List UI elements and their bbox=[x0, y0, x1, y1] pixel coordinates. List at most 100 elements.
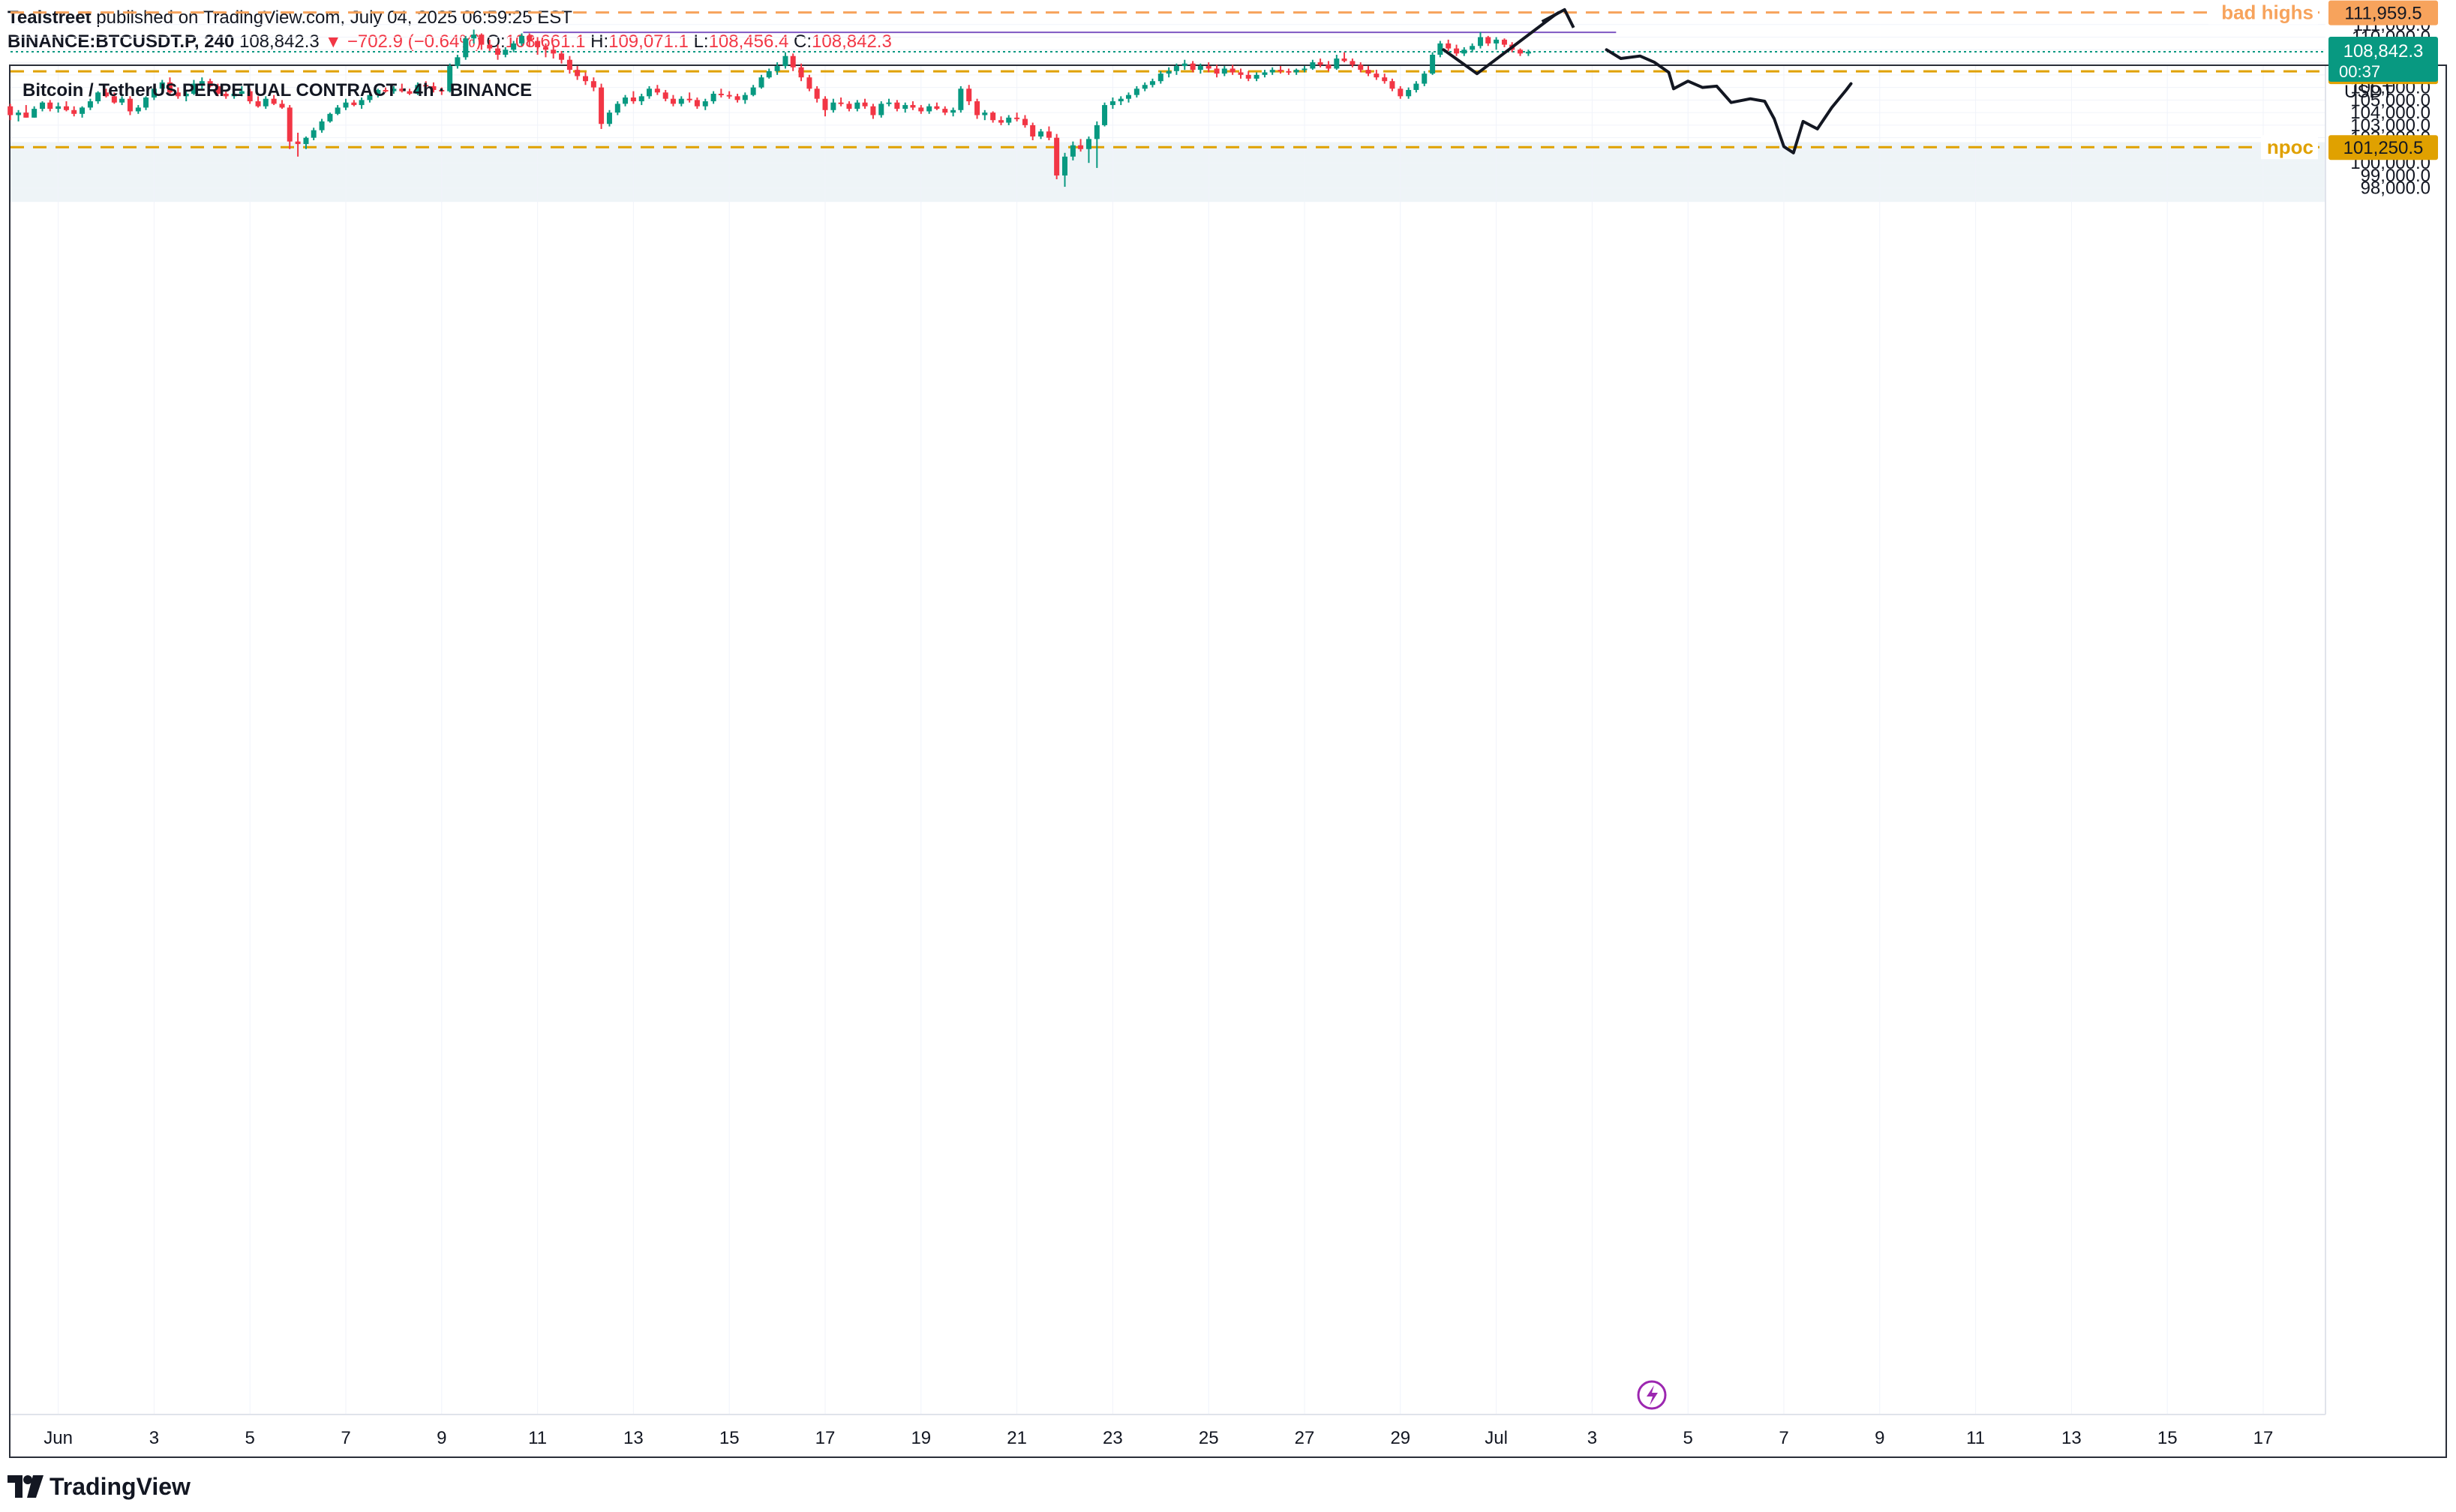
tradingview-logo[interactable]: TradingView bbox=[8, 1472, 191, 1502]
candle bbox=[87, 98, 93, 110]
level-name: npoc bbox=[2267, 136, 2313, 158]
candle bbox=[1437, 40, 1443, 58]
candle bbox=[223, 89, 229, 99]
candle bbox=[1133, 86, 1139, 98]
time-axis[interactable]: Jun 3 5 7 9 11 13 15 17 19 21 23 25 27 29 Jul 3 5 7 9 11 13 15… bbox=[44, 1428, 2273, 1448]
candle bbox=[814, 86, 820, 103]
candle bbox=[1094, 121, 1100, 168]
candle bbox=[503, 46, 509, 58]
candle bbox=[1166, 67, 1172, 78]
candle bbox=[1358, 62, 1364, 73]
candle bbox=[575, 66, 581, 80]
candle bbox=[846, 101, 852, 112]
candle-body bbox=[1022, 118, 1028, 125]
candle-body bbox=[926, 106, 932, 112]
candle-body bbox=[407, 91, 413, 94]
candle bbox=[726, 91, 732, 99]
candle bbox=[47, 100, 53, 112]
candle-body bbox=[223, 93, 229, 97]
candle bbox=[239, 86, 245, 97]
candle-body bbox=[758, 77, 764, 88]
candle-body bbox=[590, 81, 596, 88]
y-tick-label: 103,000.0 bbox=[2350, 116, 2430, 136]
candle bbox=[1389, 78, 1395, 92]
candle-body bbox=[279, 104, 285, 108]
candle-body bbox=[998, 120, 1004, 123]
tradingview-logo-icon bbox=[8, 1475, 44, 1498]
candle-body bbox=[1422, 74, 1428, 84]
high-value: 109,071.1 bbox=[608, 32, 689, 52]
candle bbox=[1118, 96, 1124, 106]
candle-body bbox=[487, 44, 493, 49]
candle-body bbox=[894, 102, 900, 110]
candle-body bbox=[630, 98, 636, 102]
candle-body bbox=[1173, 66, 1179, 71]
candle-body bbox=[798, 67, 804, 78]
grid bbox=[11, 24, 2325, 1414]
candle bbox=[327, 112, 333, 123]
candle bbox=[1501, 38, 1507, 47]
candle bbox=[766, 68, 772, 79]
candle bbox=[702, 98, 708, 110]
candle-body bbox=[199, 81, 205, 84]
candle-body bbox=[726, 94, 732, 97]
symbol-label[interactable]: BINANCE:BTCUSDT.P, 240 bbox=[8, 32, 235, 52]
candle bbox=[758, 74, 764, 89]
candle bbox=[1406, 87, 1412, 99]
candle bbox=[742, 92, 748, 104]
candle bbox=[119, 96, 125, 106]
candle-body bbox=[447, 66, 453, 92]
candle bbox=[774, 62, 780, 75]
candle bbox=[1078, 139, 1084, 152]
candle bbox=[926, 104, 932, 114]
candle bbox=[806, 74, 812, 92]
candle-body bbox=[806, 77, 812, 89]
candle-body bbox=[431, 86, 437, 90]
candle bbox=[183, 89, 189, 102]
candle bbox=[23, 105, 29, 118]
candle bbox=[359, 98, 365, 110]
candle bbox=[1054, 134, 1060, 179]
candle bbox=[295, 132, 301, 157]
candle-body bbox=[1070, 145, 1076, 157]
candle-body bbox=[495, 48, 501, 56]
candle bbox=[1269, 67, 1275, 75]
drawings[interactable] bbox=[1442, 8, 1853, 154]
candle bbox=[1454, 44, 1460, 56]
candle-body bbox=[886, 102, 892, 104]
candle bbox=[1221, 66, 1227, 76]
close-label: C: bbox=[794, 32, 812, 52]
candle-body bbox=[1437, 43, 1443, 56]
candle-body bbox=[1245, 74, 1251, 79]
candle-body bbox=[207, 81, 213, 86]
candle-body bbox=[71, 110, 77, 114]
candle bbox=[231, 91, 237, 99]
candle bbox=[1254, 72, 1260, 82]
candle-body bbox=[1190, 63, 1196, 70]
lightning-icon[interactable] bbox=[1637, 1380, 1667, 1410]
candle-body bbox=[1334, 58, 1340, 69]
candle-body bbox=[151, 88, 157, 98]
candle bbox=[1302, 66, 1308, 73]
candle bbox=[40, 101, 46, 112]
candle bbox=[127, 96, 133, 116]
candle-body bbox=[423, 85, 429, 87]
candle-body bbox=[87, 101, 93, 108]
candle-body bbox=[1278, 70, 1284, 72]
candle-body bbox=[1125, 94, 1131, 99]
candle-body bbox=[750, 87, 756, 95]
chart-frame[interactable] bbox=[9, 64, 2447, 1458]
candle bbox=[1470, 43, 1476, 52]
candle-body bbox=[1078, 145, 1084, 149]
candle-body bbox=[1382, 77, 1388, 82]
candle bbox=[167, 77, 173, 95]
candle bbox=[678, 96, 684, 106]
candle-body bbox=[551, 50, 557, 54]
candle-body bbox=[950, 110, 956, 113]
currency-label[interactable]: USDT bbox=[2344, 82, 2394, 102]
close-value: 108,842.3 bbox=[812, 32, 892, 52]
candle-body bbox=[343, 102, 349, 108]
candle-body bbox=[846, 104, 852, 110]
candle-body bbox=[191, 83, 197, 94]
